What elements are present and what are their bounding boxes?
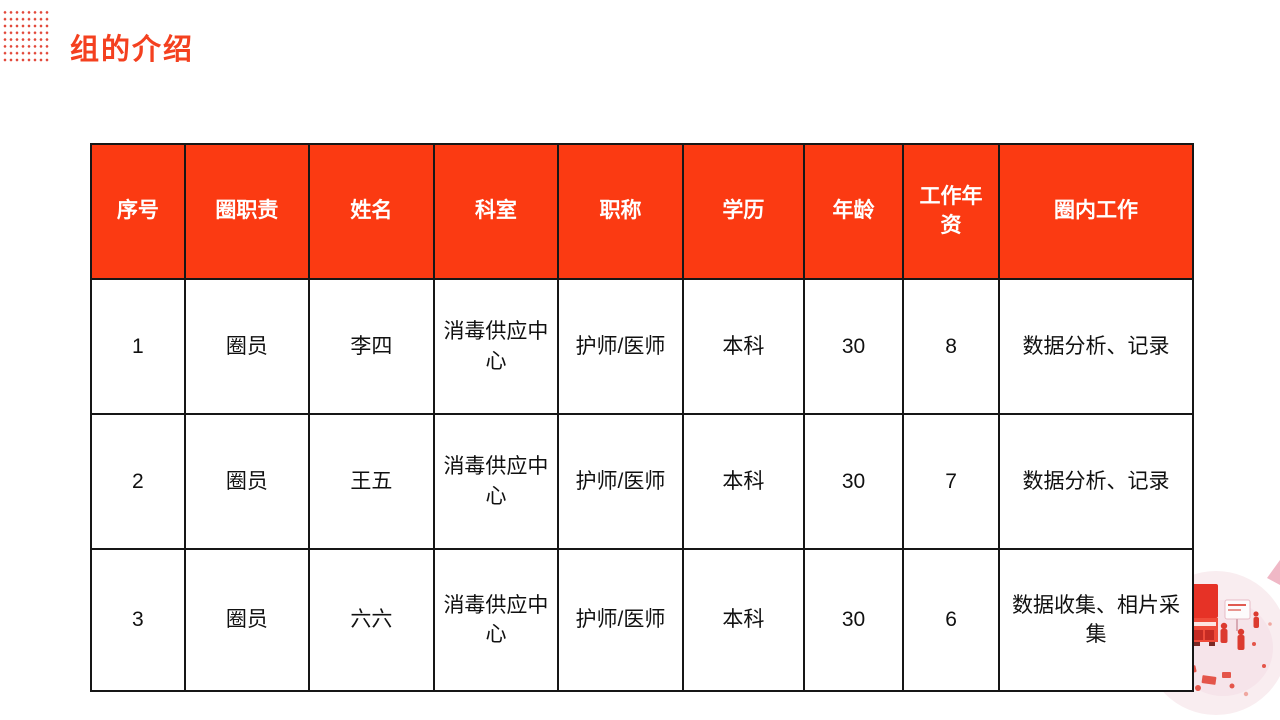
table-cell: 8: [902, 278, 1000, 415]
table-cell: 消毒供应中心: [432, 278, 560, 415]
header-cell-role: 圈职责: [183, 143, 311, 280]
table-cell: 圈员: [183, 548, 311, 692]
table-cell: 7: [902, 413, 1000, 550]
header-cell-title: 职称: [557, 143, 684, 280]
table-cell: 1: [90, 278, 186, 415]
table-cell: 消毒供应中心: [432, 548, 560, 692]
table-cell: 数据收集、相片采集: [997, 548, 1195, 692]
table-row: 2 圈员 王五 消毒供应中心 护师/医师 本科 30 7 数据分析、记录: [90, 413, 1195, 550]
table-cell: 护师/医师: [557, 548, 684, 692]
table-cell: 消毒供应中心: [432, 413, 560, 550]
table-cell: 王五: [308, 413, 435, 550]
table-cell: 3: [90, 548, 186, 692]
table-cell: 30: [802, 548, 905, 692]
table-cell: 本科: [681, 413, 805, 550]
header-cell-department: 科室: [432, 143, 560, 280]
header-cell-name: 姓名: [308, 143, 435, 280]
table-cell: 2: [90, 413, 186, 550]
table-cell: 护师/医师: [557, 278, 684, 415]
header-cell-circle-work: 圈内工作: [997, 143, 1195, 280]
table-cell: 护师/医师: [557, 413, 684, 550]
table-cell: 六六: [308, 548, 435, 692]
team-roster-table: 序号 圈职责 姓名 科室 职称 学历 年龄 工作年资 圈内工作 1 圈员 李四 …: [90, 143, 1195, 692]
table-cell: 圈员: [183, 278, 311, 415]
table-cell: 数据分析、记录: [997, 278, 1195, 415]
table-cell: 30: [802, 278, 905, 415]
page-title: 组的介绍: [70, 34, 195, 66]
table-cell: 圈员: [183, 413, 311, 550]
table-row: 1 圈员 李四 消毒供应中心 护师/医师 本科 30 8 数据分析、记录: [90, 278, 1195, 415]
table-cell: 李四: [308, 278, 435, 415]
table-cell: 本科: [681, 278, 805, 415]
table-row: 3 圈员 六六 消毒供应中心 护师/医师 本科 30 6 数据收集、相片采集: [90, 548, 1195, 692]
header-cell-index: 序号: [90, 143, 186, 280]
header-cell-education: 学历: [681, 143, 805, 280]
table-header-row: 序号 圈职责 姓名 科室 职称 学历 年龄 工作年资 圈内工作: [90, 143, 1195, 280]
table-cell: 30: [802, 413, 905, 550]
dot-grid-icon: [2, 9, 49, 64]
table-cell: 数据分析、记录: [997, 413, 1195, 550]
header-cell-seniority: 工作年资: [902, 143, 1000, 280]
table-cell: 本科: [681, 548, 805, 692]
table-cell: 6: [902, 548, 1000, 692]
header-cell-age: 年龄: [802, 143, 905, 280]
